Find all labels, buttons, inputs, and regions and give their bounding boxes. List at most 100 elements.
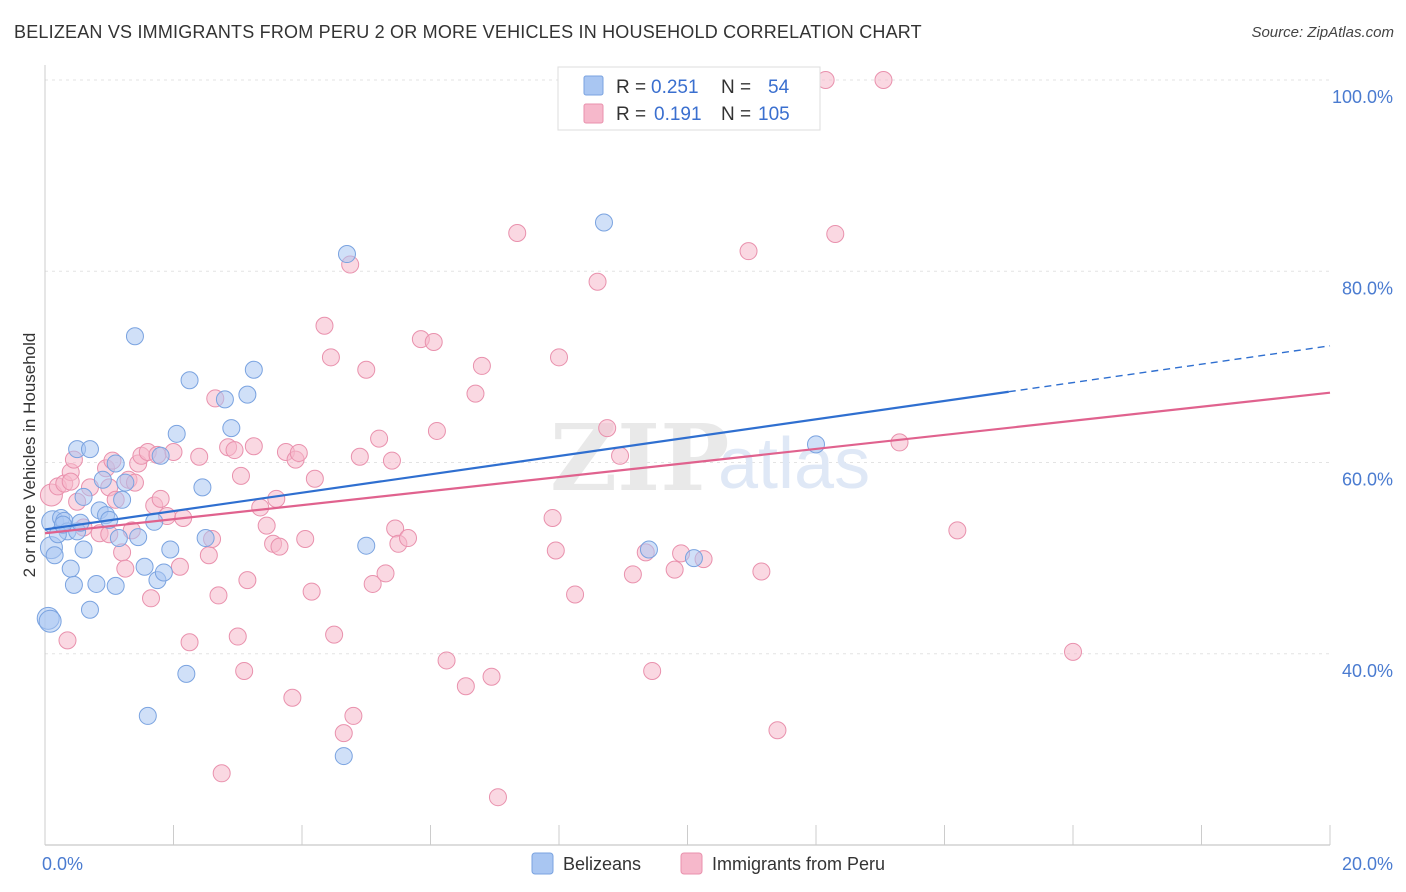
- peru-point-78: [488, 788, 507, 807]
- peru-point-36: [212, 764, 231, 783]
- peru-point-15: [116, 559, 135, 578]
- belizeans-point-39: [196, 529, 215, 548]
- series-legend: Belizeans Immigrants from Peru: [531, 852, 885, 875]
- y-tick-label-2: 80.0%: [1342, 278, 1393, 298]
- peru-point-53: [302, 582, 321, 601]
- peru-point-58: [334, 724, 353, 743]
- belizeans-point-35: [167, 424, 186, 443]
- peru-point-22: [142, 589, 161, 608]
- peru-point-82: [550, 348, 568, 367]
- legend-swatch-blue: [583, 75, 604, 96]
- belizeans-point-46: [357, 536, 376, 555]
- belizeans-point-12: [74, 487, 93, 506]
- legend-n-value-2: 105: [758, 104, 790, 125]
- correlation-legend: R = 0.251 N = 54 R = 0.191 N = 105: [557, 66, 821, 131]
- y-axis-title: 2 or more Vehicles in Household: [20, 333, 39, 578]
- peru-point-64: [370, 429, 389, 448]
- peru-point-40: [231, 466, 250, 485]
- peru-point-55: [315, 316, 334, 335]
- peru-point-57: [325, 625, 344, 644]
- x-tick-label-0: 0.0%: [42, 854, 83, 874]
- belizeans-point-44: [334, 747, 353, 766]
- legend-belizeans-label: Belizeans: [563, 854, 641, 874]
- belizeans-point-21: [106, 576, 125, 595]
- belizeans-point-47: [594, 213, 613, 232]
- watermark-atlas: atlas: [718, 424, 870, 504]
- peru-point-66: [382, 451, 401, 470]
- belizeans-point-37: [180, 371, 199, 390]
- peru-point-95: [768, 721, 787, 740]
- belizeans-point-22: [106, 454, 125, 473]
- belizeans-point-8: [64, 575, 83, 594]
- peru-point-75: [466, 384, 485, 403]
- peru-point-45: [257, 516, 276, 535]
- peru-point-49: [283, 688, 302, 707]
- peru-point-3: [58, 631, 77, 650]
- belizeans-point-48: [639, 540, 658, 559]
- trend-lines: [44, 345, 1331, 535]
- belizeans-point-18: [93, 470, 112, 489]
- chart-source: Source: ZipAtlas.com: [1251, 24, 1394, 41]
- peru-point-28: [170, 557, 189, 576]
- peru-point-74: [456, 677, 475, 696]
- belizeans-point-26: [125, 327, 144, 346]
- peru-point-90: [665, 560, 684, 579]
- belizeans-point-34: [161, 540, 180, 559]
- peru-point-98: [874, 71, 893, 89]
- peru-point-52: [296, 530, 315, 548]
- peru-point-83: [566, 585, 585, 604]
- peru-point-103: [267, 489, 286, 508]
- belizeans-point-45: [337, 245, 356, 264]
- peru-point-80: [543, 508, 562, 527]
- legend-swatch-pink: [583, 103, 604, 124]
- belizeans-point-49: [684, 549, 703, 568]
- belizeans-point-28: [135, 557, 154, 576]
- gridlines: [45, 79, 1330, 655]
- y-tick-labels: 40.0% 60.0% 80.0% 100.0%: [1332, 87, 1393, 681]
- peru-point-101: [1064, 642, 1082, 661]
- y-tick-label-3: 100.0%: [1332, 87, 1393, 107]
- peru-point-54: [305, 469, 324, 488]
- peru-point-35: [209, 586, 228, 605]
- peru-point-60: [344, 706, 363, 725]
- y-tick-label-0: 40.0%: [1342, 661, 1393, 681]
- x-tick-label-1: 20.0%: [1342, 854, 1393, 874]
- belizeans-point-23: [109, 529, 128, 548]
- belizeans-point-41: [222, 419, 241, 438]
- legend-r-label-2: R =: [616, 104, 646, 125]
- peru-point-32: [199, 546, 218, 565]
- chart-title: BELIZEAN VS IMMIGRANTS FROM PERU 2 OR MO…: [14, 22, 922, 42]
- peru-point-85: [598, 419, 617, 438]
- peru-trend-line: [44, 391, 1331, 535]
- belizeans-point-29: [138, 706, 157, 725]
- peru-point-89: [643, 661, 662, 680]
- belizeans-point-14: [80, 440, 99, 459]
- peru-point-30: [180, 633, 199, 652]
- peru-point-77: [482, 667, 501, 686]
- legend-peru-label: Immigrants from Peru: [712, 854, 885, 874]
- peru-point-72: [427, 421, 446, 440]
- peru-point-25: [151, 489, 170, 508]
- belizeans-point-38: [193, 478, 212, 497]
- belizeans-point-13: [74, 540, 93, 559]
- legend-n-value-1: 54: [768, 77, 790, 98]
- peru-point-42: [238, 571, 257, 590]
- peru-point-61: [350, 447, 369, 466]
- legend-n-label-2: N =: [721, 104, 751, 125]
- peru-point-51: [289, 443, 308, 462]
- belizeans-point-42: [238, 385, 257, 404]
- peru-point-62: [357, 360, 376, 379]
- belizeans-point-25: [116, 473, 135, 492]
- legend-r-label-1: R =: [616, 77, 646, 98]
- legend-r-value-2: 0.191: [654, 104, 702, 125]
- peru-point-39: [228, 627, 247, 646]
- belizeans-point-3: [45, 546, 64, 565]
- peru-point-31: [190, 447, 209, 466]
- peru-point-71: [424, 333, 443, 352]
- y-tick-label-1: 60.0%: [1342, 470, 1393, 490]
- peru-point-38: [225, 441, 244, 460]
- belizeans-point-27: [129, 528, 148, 547]
- axes: [44, 65, 1331, 846]
- belizeans-point-7: [61, 559, 80, 578]
